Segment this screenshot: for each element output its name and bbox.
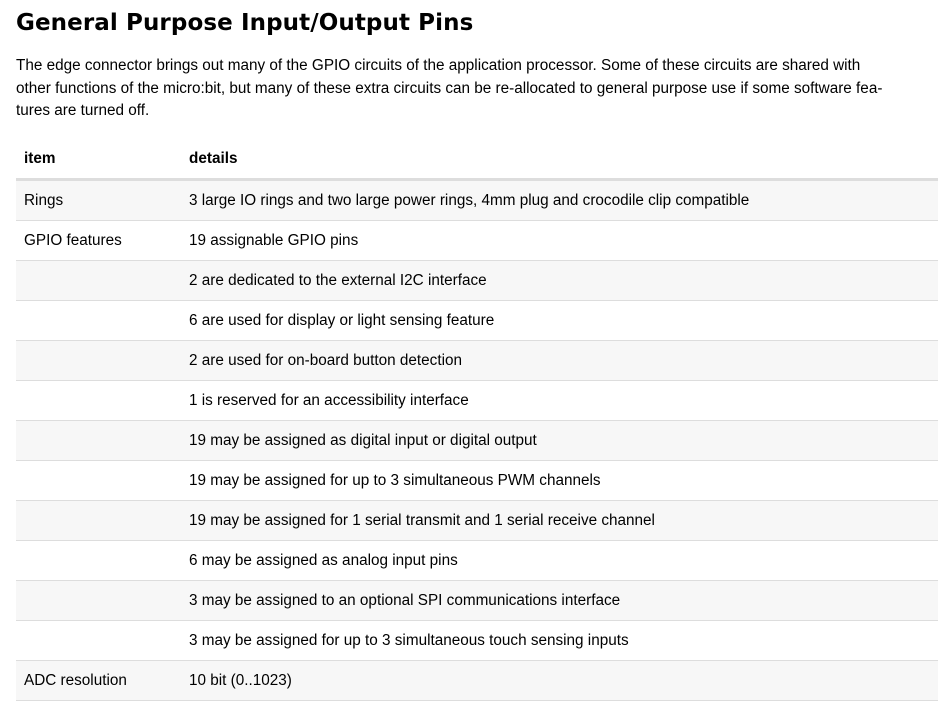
- cell-details: 19 may be assigned as digital input or d…: [181, 420, 938, 461]
- cell-item: [16, 500, 181, 541]
- intro-line: other functions of the micro:bit, but ma…: [16, 79, 883, 97]
- table-row: Rings 3 large IO rings and two large powe…: [16, 179, 938, 221]
- cell-details: 3 large IO rings and two large power rin…: [181, 179, 938, 221]
- cell-details: 2 are dedicated to the external I2C inte…: [181, 260, 938, 301]
- cell-details: 3 may be assigned to an optional SPI com…: [181, 580, 938, 621]
- cell-details: 3 may be assigned for up to 3 simultaneo…: [181, 620, 938, 661]
- cell-item: [16, 260, 181, 301]
- table-row: 3 may be assigned for up to 3 simultaneo…: [16, 620, 938, 661]
- table-row: 19 may be assigned for up to 3 simultane…: [16, 460, 938, 501]
- table-row: 19 may be assigned for 1 serial transmit…: [16, 500, 938, 541]
- table-row: 6 are used for display or light sensing …: [16, 300, 938, 341]
- header-item: item: [16, 140, 181, 181]
- cell-details: 19 may be assigned for up to 3 simultane…: [181, 460, 938, 501]
- cell-details: 1 is reserved for an accessibility inter…: [181, 380, 938, 421]
- table-row: 1 is reserved for an accessibility inter…: [16, 380, 938, 421]
- table-header-row: item details: [16, 140, 938, 181]
- cell-item: [16, 620, 181, 661]
- intro-paragraph: The edge connector brings out many of th…: [16, 55, 946, 123]
- cell-item: [16, 420, 181, 461]
- cell-details: 2 are used for on-board button detection: [181, 340, 938, 381]
- cell-item: [16, 340, 181, 381]
- intro-line: tures are turned off.: [16, 102, 150, 119]
- table-row: 2 are dedicated to the external I2C inte…: [16, 260, 938, 301]
- cell-details: 6 may be assigned as analog input pins: [181, 540, 938, 581]
- table-row: 2 are used for on-board button detection: [16, 340, 938, 381]
- table-row: 19 may be assigned as digital input or d…: [16, 420, 938, 461]
- page-title: General Purpose Input/Output Pins: [16, 10, 474, 36]
- cell-details: 10 bit (0..1023): [181, 660, 938, 701]
- cell-item: GPIO features: [16, 220, 181, 261]
- table-row: ADC resolution 10 bit (0..1023): [16, 660, 938, 701]
- cell-item: [16, 580, 181, 621]
- cell-item: [16, 460, 181, 501]
- table-row: 3 may be assigned to an optional SPI com…: [16, 580, 938, 621]
- cell-item: [16, 380, 181, 421]
- gpio-table: item details Rings 3 large IO rings and t…: [16, 140, 938, 701]
- cell-item: Rings: [16, 179, 181, 221]
- cell-item: [16, 540, 181, 581]
- cell-item: [16, 300, 181, 341]
- table-row: GPIO features 19 assignable GPIO pins: [16, 220, 938, 261]
- cell-item: ADC resolution: [16, 660, 181, 701]
- cell-details: 19 may be assigned for 1 serial transmit…: [181, 500, 938, 541]
- intro-line: The edge connector brings out many of th…: [16, 57, 861, 74]
- cell-details: 19 assignable GPIO pins: [181, 220, 938, 261]
- table-row: 6 may be assigned as analog input pins: [16, 540, 938, 581]
- header-details: details: [181, 140, 938, 181]
- cell-details: 6 are used for display or light sensing …: [181, 300, 938, 341]
